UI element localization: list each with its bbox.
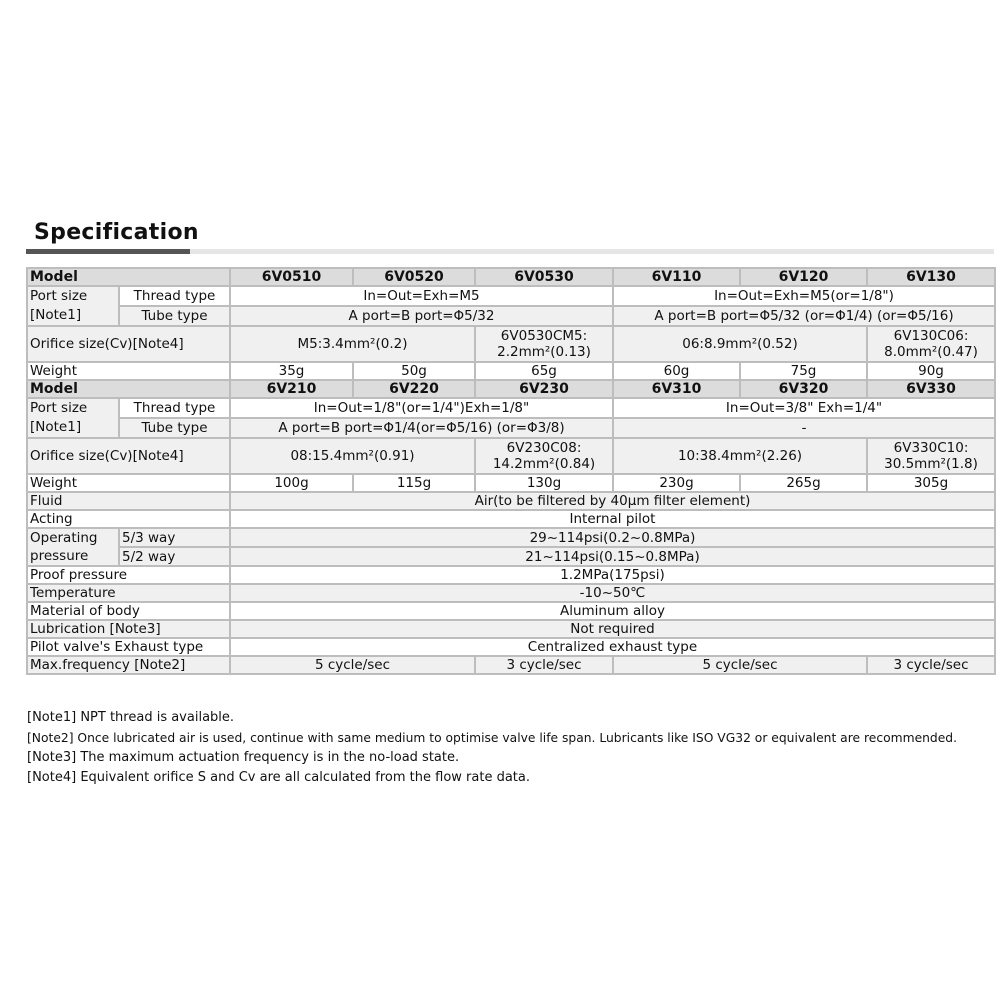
title-underline	[26, 249, 994, 254]
tube-value: A port=B port=Φ1/4(or=Φ5/16) (or=Φ3/8)	[229, 417, 614, 439]
weight-value: 75g	[739, 361, 868, 381]
thread-value: In=Out=3/8" Exh=1/4"	[612, 397, 996, 419]
orifice-value: 08:15.4mm²(0.91)	[229, 437, 476, 475]
model-cell: 6V220	[352, 379, 476, 399]
orifice-label: Orifice size(Cv)[Note4]	[26, 325, 231, 363]
proof-pressure-label: Proof pressure	[26, 565, 231, 585]
fluid-value: Air(to be filtered by 40μm filter elemen…	[229, 491, 996, 511]
model-cell: 6V0530	[474, 267, 614, 287]
orifice-label: Orifice size(Cv)[Note4]	[26, 437, 231, 475]
model-cell: 6V230	[474, 379, 614, 399]
orifice-value: 6V130C06: 8.0mm²(0.47)	[866, 325, 996, 363]
weight-value: 65g	[474, 361, 614, 381]
weight-value: 305g	[866, 473, 996, 493]
model-label: Model	[26, 267, 231, 287]
model-cell: 6V310	[612, 379, 741, 399]
acting-value: Internal pilot	[229, 509, 996, 529]
max-frequency-value: 3 cycle/sec	[474, 655, 614, 675]
note-1: [Note1] NPT thread is available.	[27, 710, 235, 725]
weight-value: 115g	[352, 473, 476, 493]
temperature-label: Temperature	[26, 583, 231, 603]
model-cell: 6V110	[612, 267, 741, 287]
weight-value: 130g	[474, 473, 614, 493]
way-52-label: 5/2 way	[118, 546, 231, 567]
way-53-value: 29~114psi(0.2~0.8MPa)	[229, 527, 996, 548]
port-size-label: Port size [Note1]	[26, 285, 120, 327]
orifice-value: 06:8.9mm²(0.52)	[612, 325, 868, 363]
orifice-value: M5:3.4mm²(0.2)	[229, 325, 476, 363]
tube-value: A port=B port=Φ5/32 (or=Φ1/4) (or=Φ5/16)	[612, 305, 996, 327]
model-row-2: Model 6V210 6V220 6V230 6V310 6V320 6V33…	[26, 379, 996, 399]
thread-value: In=Out=Exh=M5	[229, 285, 614, 307]
weight-value: 50g	[352, 361, 476, 381]
note-3: [Note3] The maximum actuation frequency …	[27, 750, 460, 765]
weight-value: 230g	[612, 473, 741, 493]
thread-value: In=Out=Exh=M5(or=1/8")	[612, 285, 996, 307]
weight-value: 35g	[229, 361, 354, 381]
port-size-label: Port size [Note1]	[26, 397, 120, 439]
temperature-value: -10~50℃	[229, 583, 996, 603]
thread-type-label: Thread type	[118, 397, 231, 419]
tube-value: A port=B port=Φ5/32	[229, 305, 614, 327]
weight-value: 90g	[866, 361, 996, 381]
tube-type-label: Tube type	[118, 417, 231, 439]
lubrication-label: Lubrication [Note3]	[26, 619, 231, 639]
page-title: Specification	[34, 220, 199, 245]
material-label: Material of body	[26, 601, 231, 621]
model-label: Model	[26, 379, 231, 399]
way-52-value: 21~114psi(0.15~0.8MPa)	[229, 546, 996, 567]
note-2: [Note2] Once lubricated air is used, con…	[27, 731, 958, 745]
pilot-exhaust-value: Centralized exhaust type	[229, 637, 996, 657]
operating-pressure-label: Operating pressure	[26, 527, 120, 567]
tube-type-label: Tube type	[118, 305, 231, 327]
weight-label: Weight	[26, 473, 231, 493]
model-cell: 6V320	[739, 379, 868, 399]
weight-value: 265g	[739, 473, 868, 493]
orifice-value: 6V230C08: 14.2mm²(0.84)	[474, 437, 614, 475]
max-frequency-label: Max.frequency [Note2]	[26, 655, 231, 675]
spec-table: Model 6V0510 6V0520 6V0530 6V110 6V120 6…	[26, 267, 996, 675]
model-cell: 6V0510	[229, 267, 354, 287]
fluid-label: Fluid	[26, 491, 231, 511]
proof-pressure-value: 1.2MPa(175psi)	[229, 565, 996, 585]
notes: [Note1] NPT thread is available. [Note2]…	[27, 708, 957, 788]
note-4: [Note4] Equivalent orifice S and Cv are …	[27, 770, 530, 785]
model-cell: 6V330	[866, 379, 996, 399]
material-value: Aluminum alloy	[229, 601, 996, 621]
model-cell: 6V210	[229, 379, 354, 399]
thread-type-label: Thread type	[118, 285, 231, 307]
orifice-value: 6V0530CM5: 2.2mm²(0.13)	[474, 325, 614, 363]
thread-value: In=Out=1/8"(or=1/4")Exh=1/8"	[229, 397, 614, 419]
weight-label: Weight	[26, 361, 231, 381]
model-cell: 6V0520	[352, 267, 476, 287]
max-frequency-value: 3 cycle/sec	[866, 655, 996, 675]
weight-value: 60g	[612, 361, 741, 381]
model-cell: 6V120	[739, 267, 868, 287]
orifice-value: 10:38.4mm²(2.26)	[612, 437, 868, 475]
max-frequency-value: 5 cycle/sec	[229, 655, 476, 675]
tube-value: -	[612, 417, 996, 439]
acting-label: Acting	[26, 509, 231, 529]
lubrication-value: Not required	[229, 619, 996, 639]
weight-value: 100g	[229, 473, 354, 493]
way-53-label: 5/3 way	[118, 527, 231, 548]
model-row-1: Model 6V0510 6V0520 6V0530 6V110 6V120 6…	[26, 267, 996, 287]
pilot-exhaust-label: Pilot valve's Exhaust type	[26, 637, 231, 657]
orifice-value: 6V330C10: 30.5mm²(1.8)	[866, 437, 996, 475]
model-cell: 6V130	[866, 267, 996, 287]
max-frequency-value: 5 cycle/sec	[612, 655, 868, 675]
